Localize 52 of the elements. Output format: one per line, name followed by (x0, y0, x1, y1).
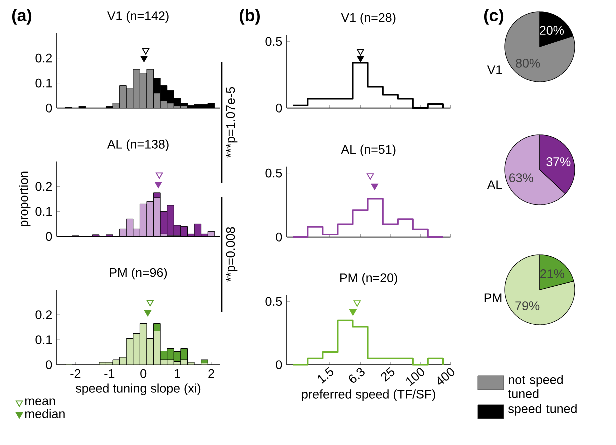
text: (b) (240, 9, 260, 25)
data-label: 63% (510, 174, 534, 182)
y-tick-label: 0.5 (266, 168, 282, 178)
text: (c) (484, 9, 504, 25)
legend-label: speed tuned (508, 404, 577, 416)
data-label: 20% (540, 26, 564, 35)
y-tick-label: 0.2 (36, 54, 52, 63)
text: ***p=1.07e-5 (226, 87, 238, 158)
y-tick-label: 0.2 (36, 310, 52, 320)
text: **p=0.008 (226, 227, 238, 282)
legend-label: median (26, 409, 65, 418)
chart-title: AL (n=51) (341, 144, 396, 157)
x-tick-label: 6.3 (349, 368, 365, 384)
x-tick-label: 25 (381, 367, 395, 382)
legend-label: mean (26, 398, 56, 406)
chart-title: PM (n=20) (340, 273, 398, 285)
x-tick-label: 1.5 (318, 367, 334, 384)
x-tick-label: -2 (70, 369, 81, 378)
x-axis-title: preferred speed (TF/SF) (302, 390, 436, 402)
x-tick-label: 100 (406, 368, 425, 386)
y-tick-label: 0.1 (36, 207, 52, 216)
x-tick-label: 400 (438, 368, 455, 386)
x-tick-label: 1 (175, 369, 180, 378)
y-tick-label: 0.1 (36, 78, 52, 88)
chart-title: AL (n=138) (107, 140, 169, 152)
x-axis-title: speed tuning slope (xi) (76, 384, 201, 396)
data-label: 79% (516, 302, 540, 310)
chart-title: PM (n=96) (110, 268, 168, 280)
bar (201, 360, 208, 364)
text: PM (484, 294, 502, 302)
chart-title: V1 (n=28) (341, 13, 396, 25)
y-tick-label: 0 (46, 104, 52, 113)
x-tick-label: 2 (208, 369, 214, 378)
x-tick-label: 0 (140, 369, 147, 378)
y-axis-title: proportion (19, 172, 31, 227)
data-label: 21% (540, 270, 565, 278)
y-tick-label: 0.5 (266, 297, 282, 306)
y-tick-label: 0.2 (36, 182, 52, 192)
y-tick-label: 0.5 (266, 37, 282, 46)
data-label: 37% (546, 158, 571, 166)
y-tick-label: 0 (46, 232, 52, 242)
y-tick-label: 0 (276, 360, 282, 370)
text: V1 (487, 66, 502, 74)
chart-title: V1 (n=142) (107, 11, 169, 23)
x-tick-label: -1 (104, 369, 115, 378)
text: (a) (12, 9, 32, 25)
y-tick-label: 0.1 (36, 336, 52, 344)
text: AL (487, 180, 502, 190)
y-tick-label: 0 (276, 232, 282, 242)
y-tick-label: 0 (276, 104, 282, 113)
y-tick-label: 0 (46, 360, 52, 370)
data-label: 80% (516, 58, 540, 68)
